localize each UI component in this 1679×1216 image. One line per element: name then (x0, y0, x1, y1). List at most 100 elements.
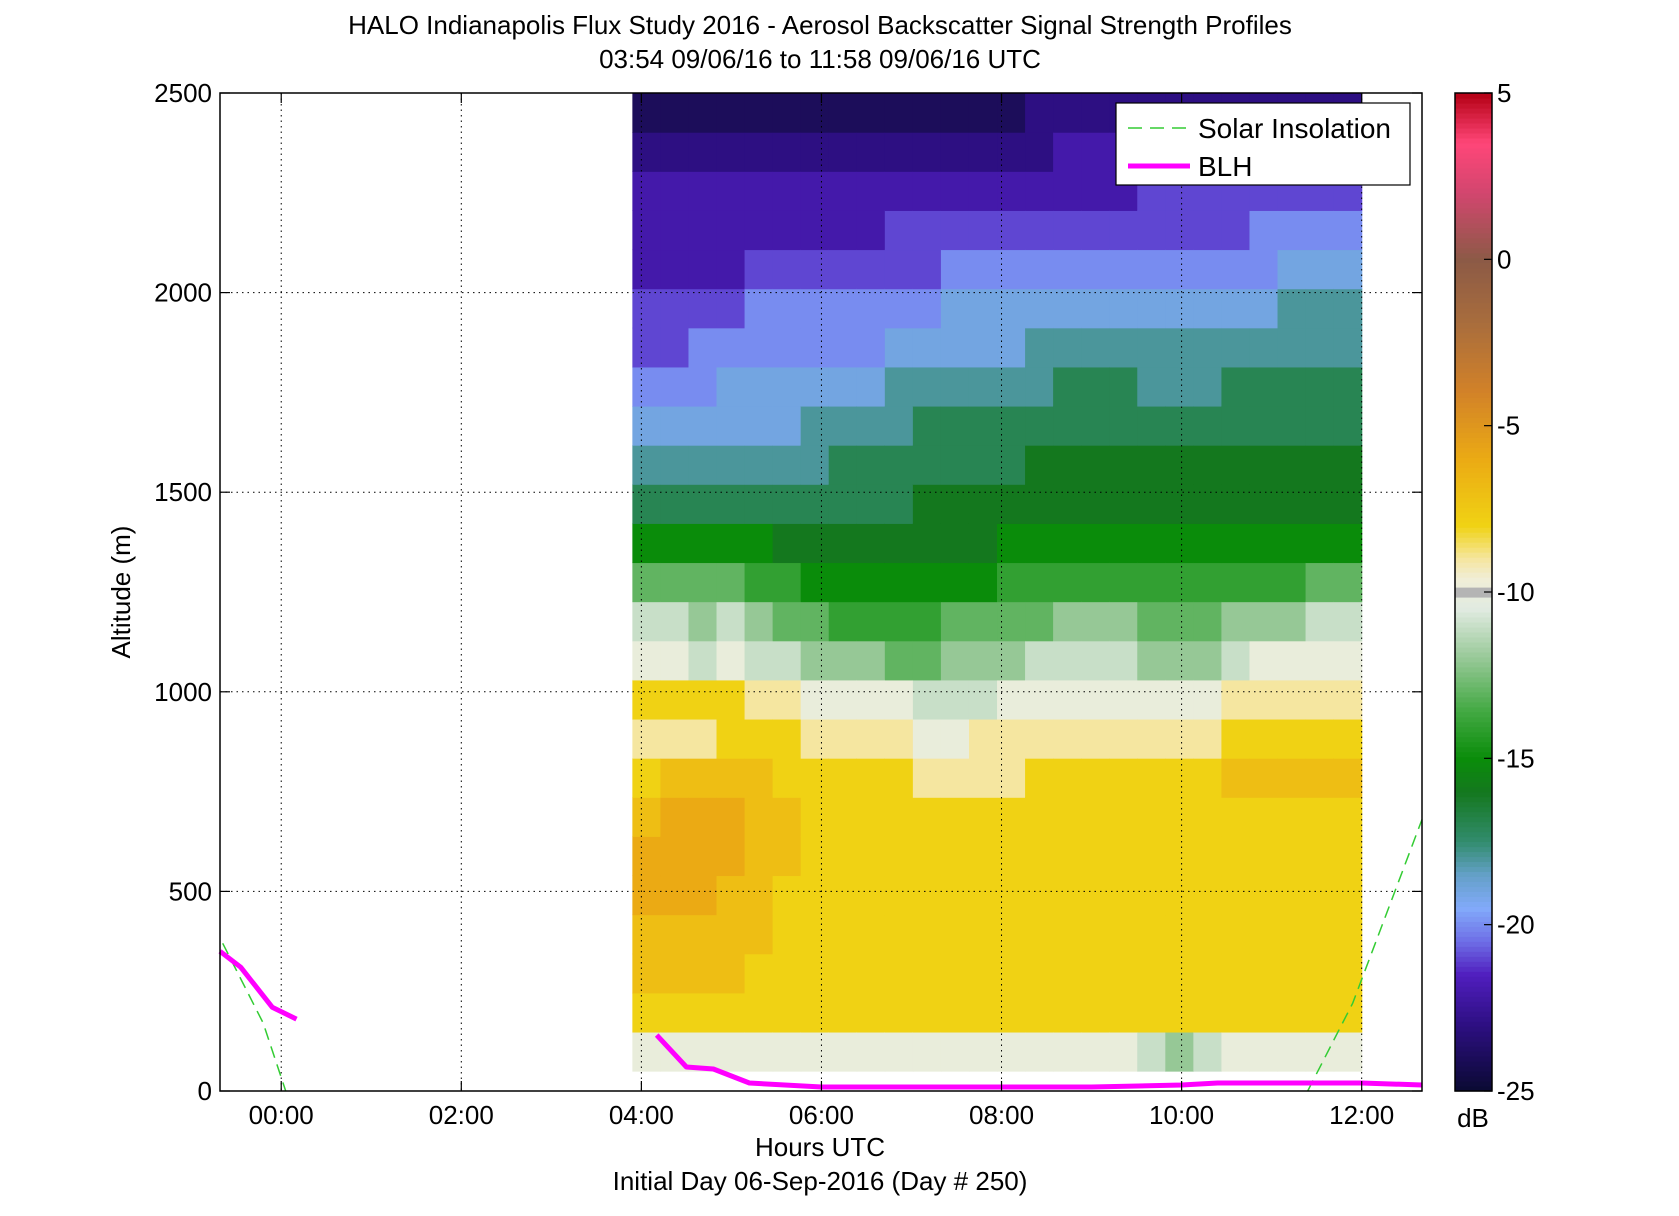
colorbar-segment (1455, 522, 1492, 528)
heatmap-cell (772, 797, 802, 837)
heatmap-cell (800, 914, 830, 955)
colorbar-segment (1455, 527, 1492, 533)
heatmap-cell (912, 523, 942, 564)
colorbar-segment (1455, 262, 1492, 269)
heatmap-cell (1165, 836, 1194, 877)
legend-box (1115, 102, 1411, 186)
blh-line (218, 949, 298, 1022)
heatmap-cell (1081, 445, 1110, 485)
y-axis-ticks: 0 500 1000 1500 2000 2500 (154, 78, 1422, 1106)
colorbar-segment (1455, 207, 1492, 214)
colorbar-segment (1455, 467, 1492, 473)
heatmap-cell (772, 210, 802, 251)
heatmap-cell (968, 523, 998, 564)
heatmap-cell (1249, 405, 1279, 446)
heatmap-cell (1193, 327, 1223, 368)
heatmap-cell (1221, 718, 1251, 759)
heatmap-cell (1221, 797, 1251, 837)
colorbar-segment (1455, 926, 1492, 932)
heatmap-cell (1109, 718, 1138, 759)
heatmap-cell (1277, 758, 1307, 798)
heatmap-cell (660, 249, 690, 290)
colorbar-segment (1455, 611, 1492, 618)
heatmap-cell (1249, 797, 1279, 837)
heatmap-cell (856, 679, 886, 720)
heatmap-cell (940, 171, 970, 211)
heatmap-cell (1305, 718, 1335, 759)
heatmap-cell (1193, 210, 1223, 251)
heatmap-cell (716, 758, 746, 798)
colorbar-segment (1455, 122, 1492, 129)
heatmap-cell (912, 210, 942, 251)
heatmap-cell (1053, 640, 1082, 681)
heatmap-cell (1221, 953, 1251, 994)
colorbar-segment (1455, 377, 1492, 384)
heatmap-cell (1081, 679, 1110, 720)
colorbar-segment (1455, 711, 1492, 718)
heatmap-cell (884, 249, 914, 290)
colorbar-segment (1455, 1071, 1492, 1077)
heatmap-cell (1165, 288, 1194, 329)
colorbar-segment (1455, 626, 1492, 633)
heatmap-cell (660, 758, 690, 798)
heatmap-cell (1193, 523, 1223, 564)
heatmap-cell (744, 562, 774, 603)
heatmap-cell (968, 836, 998, 877)
heatmap-cell (1221, 405, 1251, 446)
heatmap-cell (884, 1031, 914, 1072)
colorbar-segment (1455, 1006, 1492, 1012)
heatmap-cell (660, 914, 690, 955)
heatmap-cell (772, 601, 802, 642)
heatmap-cell (1165, 601, 1194, 642)
heatmap-cell (940, 718, 970, 759)
heatmap-cell (828, 640, 858, 681)
heatmap-cell (828, 523, 858, 564)
colorbar-segment (1455, 696, 1492, 703)
heatmap-cell (1277, 797, 1307, 837)
heatmap-cell (1081, 992, 1110, 1033)
heatmap-cell (940, 758, 970, 798)
heatmap-cell (940, 445, 970, 485)
heatmap-cell (1333, 562, 1363, 603)
heatmap-cell (1249, 758, 1279, 798)
heatmap-cell (1277, 288, 1307, 329)
heatmap-cell (1053, 171, 1082, 211)
colorbar-segment (1455, 462, 1492, 468)
colorbar-segment (1455, 372, 1492, 379)
colorbar-ticks: -25 -20 -15 -10 -5 0 5 (1484, 78, 1535, 1106)
colorbar-segment (1455, 132, 1492, 139)
heatmap-cell (1277, 953, 1307, 994)
heatmap-cell (1081, 914, 1110, 955)
heatmap-cell (940, 288, 970, 329)
colorbar-segment (1455, 601, 1492, 608)
heatmap-cell (940, 366, 970, 407)
heatmap-cell (1305, 953, 1335, 994)
colorbar-segment (1455, 257, 1492, 264)
heatmap-cell (800, 288, 830, 329)
heatmap-cell (1305, 445, 1335, 485)
heatmap-cell (1109, 640, 1138, 681)
colorbar-segment (1455, 751, 1492, 758)
heatmap-cell (1137, 992, 1166, 1033)
colorbar-segment (1455, 731, 1492, 738)
heatmap-cell (1277, 210, 1307, 251)
colorbar-segment (1455, 666, 1492, 673)
colorbar-tick-label: -20 (1497, 910, 1535, 940)
heatmap-cell (632, 523, 662, 564)
heatmap-cell (1221, 288, 1251, 329)
heatmap-cell (744, 288, 774, 329)
colorbar-segment (1455, 1086, 1492, 1092)
heatmap-cell (912, 445, 942, 485)
heatmap-cell (1137, 875, 1166, 916)
heatmap-cell (856, 992, 886, 1033)
colorbar-segment (1455, 906, 1492, 912)
heatmap-cell (660, 640, 690, 681)
heatmap-cell (997, 366, 1026, 407)
colorbar-segment (1455, 616, 1492, 623)
heatmap-cell (828, 366, 858, 407)
heatmap-cell (1193, 445, 1223, 485)
heatmap-cell (884, 327, 914, 368)
heatmap-cell (716, 327, 746, 368)
blh-line (654, 1033, 1423, 1090)
heatmap-cell (1025, 288, 1054, 329)
